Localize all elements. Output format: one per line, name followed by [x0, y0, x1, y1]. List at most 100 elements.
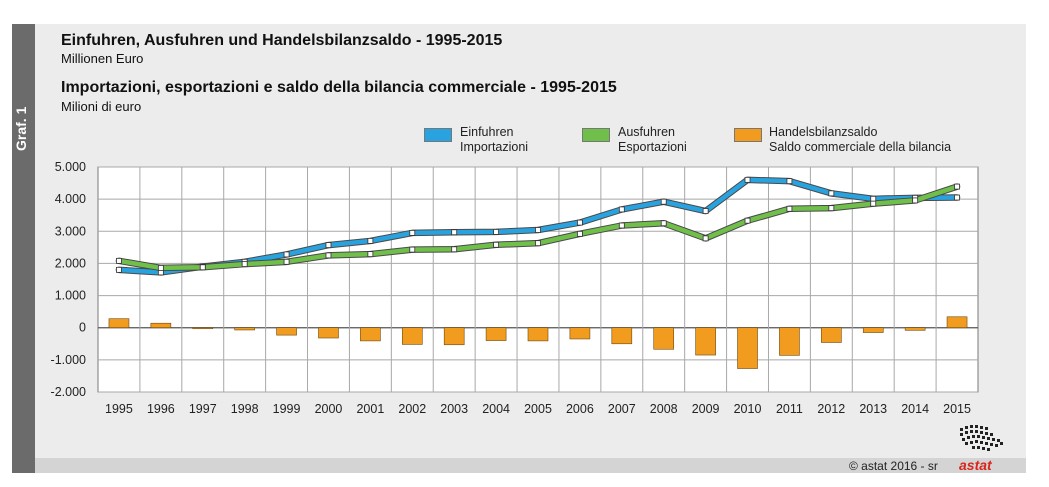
series-point-marker: [870, 200, 877, 207]
footer-bar: [35, 458, 1026, 473]
x-tick-label: 2008: [650, 402, 678, 416]
legend-label-de: Ausfuhren: [618, 125, 675, 139]
x-tick-label: 1999: [273, 402, 301, 416]
series-point-marker: [116, 266, 122, 273]
series-point-marker: [451, 246, 458, 253]
series-point-marker: [954, 194, 960, 201]
series-point-marker: [199, 264, 206, 271]
series-point-marker: [157, 265, 164, 271]
series-point-marker: [744, 217, 751, 224]
balance-bar: [401, 327, 423, 345]
legend-item-balance: Handelsbilanzsaldo Saldo commerciale del…: [769, 125, 951, 155]
legend-label-it: Saldo commerciale della bilancia: [769, 140, 952, 154]
balance-bar: [443, 327, 465, 346]
x-tick-label: 2014: [901, 402, 929, 416]
x-tick-label: 2013: [859, 402, 887, 416]
copyright-text: © astat 2016 - sr: [849, 459, 938, 473]
legend-label-it: Esportazioni: [618, 140, 687, 154]
astat-logo-text: astat: [959, 457, 992, 473]
x-tick-label: 2010: [734, 402, 762, 416]
series-point-marker: [702, 208, 709, 214]
series-point-marker: [618, 222, 625, 229]
legend-label-it: Importazioni: [460, 140, 529, 154]
x-tick-label: 1997: [189, 402, 217, 416]
x-tick-label: 1998: [231, 402, 259, 416]
y-tick-label: -2.000: [51, 385, 86, 399]
series-point-marker: [577, 230, 583, 237]
series-point-marker: [744, 176, 751, 183]
y-tick-label: 0: [79, 321, 86, 335]
legend-swatch-exports: [582, 128, 610, 142]
series-point-marker: [954, 183, 960, 190]
y-tick-label: 4.000: [55, 192, 86, 206]
y-tick-label: -1.000: [51, 353, 86, 367]
chart-subtitle-de: Millionen Euro: [61, 51, 144, 66]
chart-title-de: Einfuhren, Ausfuhren und Handelsbilanzsa…: [61, 32, 503, 49]
series-point-marker: [493, 241, 499, 248]
sidebar: Graf. 1: [12, 24, 35, 473]
x-tick-label: 2009: [692, 402, 720, 416]
series-point-marker: [577, 219, 583, 226]
series-point-marker: [409, 246, 416, 253]
x-tick-label: 2015: [943, 402, 971, 416]
series-point-marker: [870, 195, 877, 202]
legend-item-exports: Ausfuhren Esportazioni: [618, 125, 687, 155]
balance-bar: [946, 316, 968, 329]
balance-bar: [737, 327, 758, 369]
legend-label-de: Handelsbilanzsaldo: [769, 125, 878, 139]
x-tick-label: 2011: [776, 402, 803, 416]
balance-bar: [862, 327, 884, 333]
balance-bar: [779, 327, 800, 356]
balance-bar: [276, 327, 297, 336]
balance-bar: [611, 327, 633, 345]
y-tick-label: 3.000: [55, 224, 86, 238]
balance-bar: [569, 327, 591, 340]
plot-area: [97, 166, 979, 393]
series-point-marker: [702, 235, 709, 242]
legend-swatch-balance: [734, 128, 762, 142]
balance-bar: [150, 322, 172, 329]
series-point-marker: [451, 229, 458, 236]
series-point-marker: [660, 198, 667, 205]
series-point-marker: [786, 178, 793, 185]
series-point-marker: [241, 261, 248, 267]
x-tick-label: 2007: [608, 402, 636, 416]
balance-bar: [527, 327, 549, 342]
series-point-marker: [535, 240, 541, 247]
x-tick-label: 2001: [356, 402, 384, 416]
balance-bar: [108, 318, 130, 329]
chart-title-it: Importazioni, esportazioni e saldo della…: [61, 79, 617, 96]
x-tick-label: 1996: [147, 402, 175, 416]
series-point-marker: [283, 251, 290, 258]
balance-bar: [904, 327, 926, 331]
series-point-marker: [618, 206, 625, 213]
chart-subtitle-it: Milioni di euro: [61, 99, 142, 114]
x-tick-label: 2005: [524, 402, 552, 416]
series-point-marker: [367, 238, 374, 244]
series-point-marker: [786, 205, 793, 212]
balance-bar: [318, 327, 339, 339]
series-point-marker: [535, 227, 541, 233]
series-point-marker: [367, 251, 374, 258]
x-tick-label: 2006: [566, 402, 594, 416]
series-point-marker: [325, 242, 332, 249]
y-tick-label: 5.000: [55, 160, 86, 174]
series-point-marker: [493, 229, 499, 235]
balance-bar: [234, 327, 255, 331]
series-point-marker: [912, 197, 919, 204]
x-tick-label: 2004: [482, 402, 510, 416]
x-tick-label: 2012: [817, 402, 845, 416]
legend-label-de: Einfuhren: [460, 125, 514, 139]
x-tick-label: 2003: [440, 402, 468, 416]
balance-bar: [485, 327, 507, 341]
series-point-marker: [828, 205, 835, 212]
x-tick-label: 2002: [398, 402, 426, 416]
astat-logo-icon: [960, 425, 1003, 451]
balance-bar: [653, 327, 675, 350]
balance-bar: [192, 327, 214, 330]
balance-bar: [360, 327, 381, 342]
balance-bar: [695, 327, 716, 356]
x-tick-label: 1995: [105, 402, 133, 416]
series-point-marker: [325, 252, 332, 259]
